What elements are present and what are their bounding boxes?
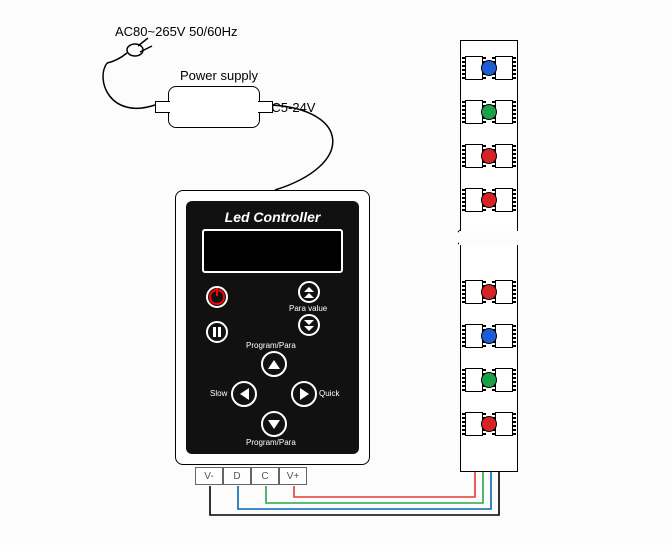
strip-segment [461, 137, 517, 173]
program-para-top-label: Program/Para [246, 341, 296, 350]
controller-title: Led Controller [186, 209, 359, 225]
power-button[interactable] [206, 286, 228, 308]
led-dot [481, 372, 497, 388]
ic-chip [495, 324, 513, 348]
terminal-vminus: V- [195, 467, 223, 485]
terminal-d: D [223, 467, 251, 485]
ic-chip [495, 368, 513, 392]
strip-segment [461, 49, 517, 85]
strip-segment [461, 317, 517, 353]
terminals: V- D C V+ [195, 467, 307, 485]
program-para-bot-label: Program/Para [246, 438, 296, 447]
play-pause-button[interactable] [206, 321, 228, 343]
ic-chip [495, 100, 513, 124]
ic-chip [495, 188, 513, 212]
controller-panel: Led Controller Para value Program/Para S… [186, 201, 359, 454]
led-dot [481, 416, 497, 432]
quick-label: Quick [319, 389, 339, 398]
strip-segment [461, 93, 517, 129]
strip-segment [461, 361, 517, 397]
down-button[interactable] [261, 411, 287, 437]
ac-label: AC80~265V 50/60Hz [115, 24, 238, 39]
led-dot [481, 60, 497, 76]
power-supply [168, 86, 260, 128]
para-value-down-button[interactable] [298, 314, 320, 336]
left-button[interactable] [231, 381, 257, 407]
led-dot [481, 148, 497, 164]
psu-label: Power supply [180, 68, 258, 83]
slow-label: Slow [210, 389, 227, 398]
lcd-screen [202, 229, 343, 273]
para-value-up-button[interactable] [298, 281, 320, 303]
led-dot [481, 284, 497, 300]
strip-segment [461, 181, 517, 217]
ic-chip [495, 56, 513, 80]
led-strip [460, 40, 518, 472]
led-dot [481, 192, 497, 208]
para-value-label: Para value [289, 304, 327, 313]
terminal-vplus: V+ [279, 467, 307, 485]
ic-chip [495, 280, 513, 304]
led-controller: Led Controller Para value Program/Para S… [175, 190, 370, 465]
strip-segment [461, 273, 517, 309]
terminal-c: C [251, 467, 279, 485]
led-dot [481, 104, 497, 120]
led-dot [481, 328, 497, 344]
ic-chip [495, 144, 513, 168]
up-button[interactable] [261, 351, 287, 377]
strip-segment [461, 405, 517, 441]
ic-chip [495, 412, 513, 436]
right-button[interactable] [291, 381, 317, 407]
